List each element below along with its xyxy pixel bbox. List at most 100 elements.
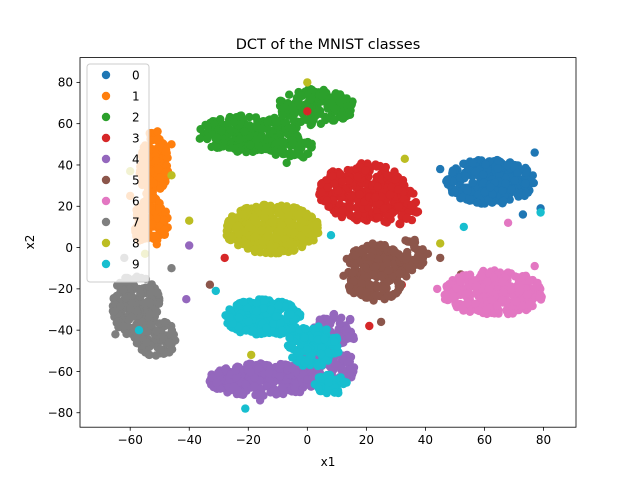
y-tick-label: 40 — [58, 158, 73, 172]
data-point — [380, 241, 389, 250]
data-point — [110, 307, 119, 316]
data-point — [530, 148, 539, 157]
data-point — [323, 348, 333, 357]
data-point — [303, 107, 312, 116]
legend-marker — [101, 196, 111, 206]
data-point — [413, 207, 423, 216]
legend: 0 1 2 3 4 5 6 7 8 9 — [86, 63, 150, 283]
data-point — [498, 277, 507, 287]
data-point — [263, 117, 272, 126]
data-point — [212, 133, 221, 142]
data-point — [252, 306, 261, 316]
data-point — [242, 147, 251, 157]
data-point — [229, 382, 239, 391]
data-point — [250, 212, 259, 222]
data-point — [125, 285, 134, 294]
data-point — [135, 284, 144, 294]
legend-label: 4 — [132, 152, 140, 166]
data-point — [132, 339, 142, 348]
data-point — [287, 364, 296, 373]
data-point — [395, 269, 404, 278]
data-point — [220, 253, 229, 263]
data-point — [338, 177, 347, 186]
y-tick-label: 80 — [58, 76, 73, 90]
data-point — [448, 168, 457, 177]
data-point — [468, 178, 477, 187]
data-point — [160, 168, 170, 177]
data-point — [344, 282, 354, 291]
data-point — [407, 201, 416, 210]
data-point — [203, 122, 212, 131]
data-point — [164, 338, 174, 347]
data-point — [241, 404, 250, 413]
data-point — [442, 177, 451, 186]
data-point — [523, 290, 532, 300]
data-point — [462, 298, 472, 308]
data-point — [272, 312, 281, 321]
data-point — [223, 222, 232, 231]
data-point — [478, 170, 488, 179]
data-point — [324, 378, 333, 387]
data-point — [501, 179, 510, 188]
data-point — [515, 286, 525, 295]
data-point — [373, 183, 382, 192]
data-point — [226, 232, 235, 242]
data-point — [251, 135, 261, 144]
y-axis-ticks: −80 −60 −40 −20 0 20 40 60 80 — [48, 76, 80, 420]
data-point — [346, 315, 355, 324]
data-point — [156, 184, 165, 193]
data-point — [285, 90, 294, 99]
data-point — [373, 213, 383, 222]
data-point — [301, 324, 310, 334]
data-point — [465, 307, 475, 316]
data-point — [220, 365, 230, 374]
data-point — [195, 134, 204, 143]
data-point — [480, 187, 490, 197]
data-point — [482, 305, 491, 315]
data-point — [248, 326, 258, 335]
data-point — [401, 254, 411, 264]
data-point — [134, 326, 144, 335]
data-point — [389, 289, 399, 299]
data-point — [521, 168, 530, 177]
data-point — [451, 299, 460, 308]
data-point — [506, 285, 515, 294]
data-point — [301, 115, 311, 125]
data-point — [152, 326, 161, 336]
data-point — [395, 219, 404, 229]
data-point — [185, 241, 194, 250]
series-9 — [134, 208, 545, 413]
data-point — [436, 164, 445, 174]
data-point — [155, 203, 164, 213]
data-point — [161, 147, 171, 156]
data-point — [278, 110, 287, 120]
data-point — [122, 329, 131, 339]
data-point — [524, 300, 533, 309]
y-tick-label: −80 — [48, 406, 73, 420]
data-point — [241, 379, 250, 389]
data-point — [357, 279, 367, 289]
data-point — [323, 183, 333, 192]
data-point — [330, 337, 339, 346]
data-point — [345, 333, 354, 343]
data-point — [342, 100, 351, 109]
data-point — [342, 324, 352, 333]
data-point — [270, 147, 280, 156]
legend-marker — [101, 238, 111, 248]
data-point — [470, 299, 480, 308]
data-point — [324, 384, 333, 393]
data-points — [108, 78, 546, 413]
data-point — [345, 357, 354, 366]
data-point — [302, 139, 311, 148]
data-point — [244, 317, 253, 326]
data-point — [160, 317, 169, 327]
data-point — [423, 249, 433, 258]
data-point — [487, 295, 496, 305]
data-point — [275, 226, 284, 236]
data-point — [405, 264, 414, 273]
data-point — [275, 96, 285, 106]
data-point — [387, 183, 396, 192]
legend-marker — [101, 70, 111, 80]
data-point — [320, 334, 329, 344]
data-point — [346, 192, 356, 201]
